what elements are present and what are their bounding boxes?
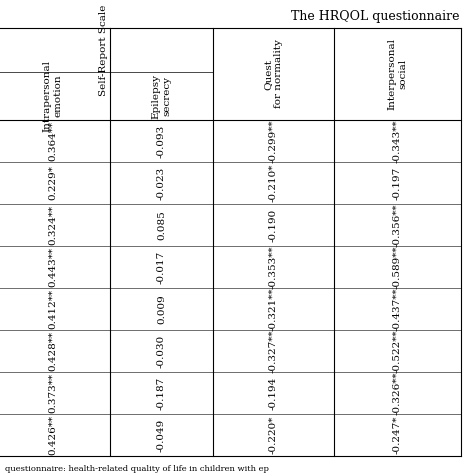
Text: -0.093: -0.093 — [157, 124, 166, 158]
Text: 0.324**: 0.324** — [48, 205, 57, 245]
Text: 0.364**: 0.364** — [48, 121, 57, 161]
Text: -0.343**: -0.343** — [393, 119, 402, 163]
Text: questionnaire: health-related quality of life in children with ep: questionnaire: health-related quality of… — [5, 465, 269, 473]
Text: 0.412**: 0.412** — [48, 289, 57, 329]
Text: -0.190: -0.190 — [269, 209, 278, 242]
Text: 0.426**: 0.426** — [48, 415, 57, 455]
Text: -0.321**: -0.321** — [269, 287, 278, 331]
Text: -0.023: -0.023 — [157, 166, 166, 200]
Text: Interpersonal
social: Interpersonal social — [388, 38, 407, 110]
Text: 0.373**: 0.373** — [48, 373, 57, 413]
Text: -0.197: -0.197 — [393, 166, 402, 200]
Text: The HRQOL questionnaire: The HRQOL questionnaire — [292, 9, 460, 22]
Text: -0.589**: -0.589** — [393, 245, 402, 289]
Text: -0.030: -0.030 — [157, 334, 166, 368]
Text: Epilepsy
secrecy: Epilepsy secrecy — [152, 73, 171, 118]
Text: -0.437**: -0.437** — [393, 287, 402, 331]
Text: -0.194: -0.194 — [269, 376, 278, 410]
Text: Quest
for normality: Quest for normality — [264, 39, 283, 109]
Text: -0.187: -0.187 — [157, 376, 166, 410]
Text: Intrapersonal
emotion: Intrapersonal emotion — [43, 60, 62, 132]
Text: -0.049: -0.049 — [157, 419, 166, 452]
Text: 0.428**: 0.428** — [48, 331, 57, 371]
Text: -0.247*: -0.247* — [393, 416, 402, 454]
Text: -0.017: -0.017 — [157, 250, 166, 283]
Text: Self-Report Scale: Self-Report Scale — [100, 4, 109, 96]
Text: 0.443**: 0.443** — [48, 247, 57, 287]
Text: 0.229*: 0.229* — [48, 165, 57, 201]
Text: -0.220*: -0.220* — [269, 416, 278, 454]
Text: -0.327**: -0.327** — [269, 329, 278, 373]
Text: -0.356**: -0.356** — [393, 203, 402, 247]
Text: -0.299**: -0.299** — [269, 119, 278, 163]
Text: -0.210*: -0.210* — [269, 164, 278, 202]
Text: -0.522**: -0.522** — [393, 329, 402, 373]
Text: -0.326**: -0.326** — [393, 371, 402, 415]
Text: -0.353**: -0.353** — [269, 245, 278, 289]
Text: 0.009: 0.009 — [157, 294, 166, 324]
Text: 0.085: 0.085 — [157, 210, 166, 240]
